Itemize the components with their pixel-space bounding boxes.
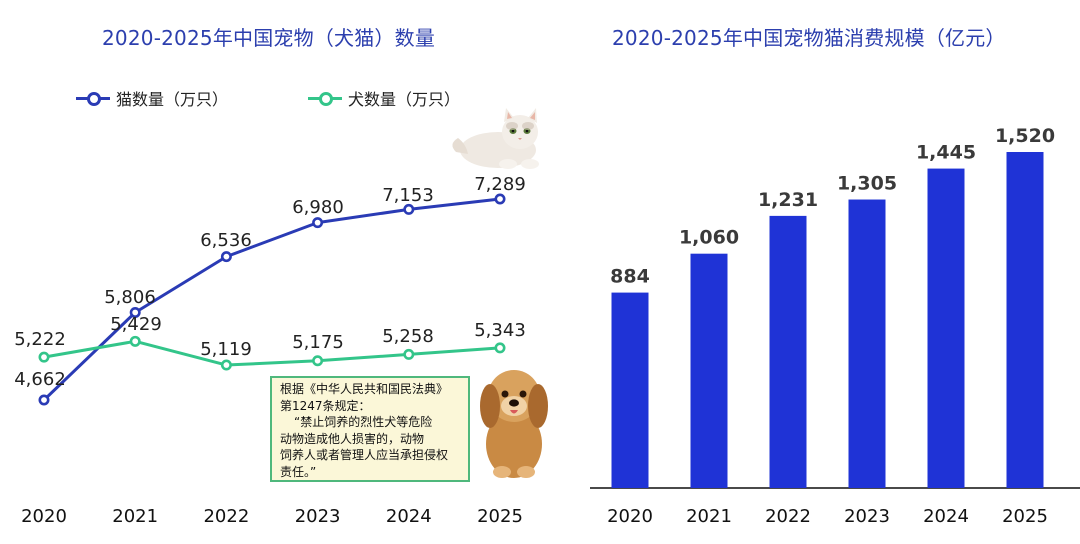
bar xyxy=(690,253,728,488)
bar-chart-panel: 2020-2025年中国宠物猫消费规模（亿元） 884 2020 1,060 2021… xyxy=(540,0,1080,544)
cat-data-label: 6,536 xyxy=(200,230,252,251)
cat-illustration xyxy=(452,108,539,169)
legal-note-line: 责任。” xyxy=(280,464,317,479)
cat-data-label: 6,980 xyxy=(292,197,344,218)
legend-label-cats: 猫数量（万只） xyxy=(116,90,229,109)
dog-data-label: 5,258 xyxy=(382,326,434,347)
x-tick-label: 2021 xyxy=(686,506,732,527)
dog-data-point xyxy=(494,342,506,354)
x-tick-label: 2025 xyxy=(477,506,523,527)
dog-data-point xyxy=(312,355,324,367)
bar-value-label: 1,445 xyxy=(916,142,976,164)
line-chart-panel: 2020-2025年中国宠物（犬猫）数量 猫数量（万只） 犬数量（万只） 202… xyxy=(14,26,548,527)
cat-data-label: 5,806 xyxy=(104,287,156,308)
cat-data-label: 7,289 xyxy=(474,174,526,195)
bar-value-label: 1,060 xyxy=(679,227,739,249)
cat-data-label: 4,662 xyxy=(14,369,66,390)
x-tick-label: 2022 xyxy=(765,506,811,527)
cat-data-point xyxy=(494,193,506,205)
dog-data-label: 5,222 xyxy=(14,329,66,350)
x-tick-label: 2025 xyxy=(1002,506,1048,527)
legal-note-line: “禁止饲养的烈性犬等危险 xyxy=(294,415,433,429)
x-tick-label: 2023 xyxy=(844,506,890,527)
cat-data-point xyxy=(220,251,232,263)
line-chart-plot: 2020 2021 2022 2023 2024 2025 4,662 5,806 6,536 6… xyxy=(14,174,526,527)
legend-marker-dogs xyxy=(308,91,342,106)
legal-note-line: 第1247条规定： xyxy=(280,398,371,413)
cat-data-point xyxy=(403,203,415,215)
bar xyxy=(848,199,886,489)
legal-note-line: 饲养人或者管理人应当承担侵权 xyxy=(280,448,449,462)
legal-note-line: 动物造成他人损害的，动物 xyxy=(280,431,425,446)
legend-label-dogs: 犬数量（万只） xyxy=(348,90,461,109)
bar-chart-plot: 884 2020 1,060 2021 1,231 2022 1,305 2023 1,445 2… xyxy=(590,125,1080,527)
bar-value-label: 1,520 xyxy=(995,125,1055,147)
bar-value-label: 1,231 xyxy=(758,189,818,211)
dog-data-point xyxy=(129,335,141,347)
x-tick-label: 2022 xyxy=(203,506,249,527)
dog-data-label: 5,119 xyxy=(200,339,252,360)
cat-data-point xyxy=(312,217,324,229)
dog-data-point xyxy=(403,348,415,360)
legend-item-dogs: 犬数量（万只） xyxy=(308,86,460,110)
dog-data-label: 5,343 xyxy=(474,320,526,341)
x-tick-label: 2024 xyxy=(923,506,969,527)
legend-marker-cats xyxy=(76,91,110,106)
x-tick-label: 2023 xyxy=(295,506,341,527)
legend-item-cats: 猫数量（万只） xyxy=(76,86,228,110)
x-tick-label: 2024 xyxy=(386,506,432,527)
bar xyxy=(1006,152,1044,488)
bar-value-label: 884 xyxy=(610,266,650,288)
dog-data-label: 5,429 xyxy=(110,314,162,335)
dog-data-label: 5,175 xyxy=(292,332,344,353)
dog-data-point xyxy=(220,359,232,371)
cat-data-point xyxy=(129,306,141,318)
bar-chart-title: 2020-2025年中国宠物猫消费规模（亿元） xyxy=(612,26,1006,50)
bar xyxy=(927,168,965,488)
dog-illustration xyxy=(480,370,548,478)
cat-data-point xyxy=(38,394,50,406)
legal-note-box: 根据《中华人民共和国民法典》 第1247条规定： “禁止饲养的烈性犬等危险 动物… xyxy=(270,376,470,482)
dog-data-point xyxy=(38,351,50,363)
cat-data-label: 7,153 xyxy=(382,185,434,206)
bar xyxy=(611,292,649,488)
x-tick-label: 2020 xyxy=(607,506,653,527)
cat-series-line xyxy=(42,197,501,402)
x-tick-label: 2020 xyxy=(21,506,67,527)
bar xyxy=(769,215,807,488)
x-tick-label: 2021 xyxy=(112,506,158,527)
bar-value-label: 1,305 xyxy=(837,173,897,195)
line-chart-title: 2020-2025年中国宠物（犬猫）数量 xyxy=(102,26,436,50)
legal-note-line: 根据《中华人民共和国民法典》 xyxy=(280,382,449,396)
dog-series-line xyxy=(43,339,501,367)
